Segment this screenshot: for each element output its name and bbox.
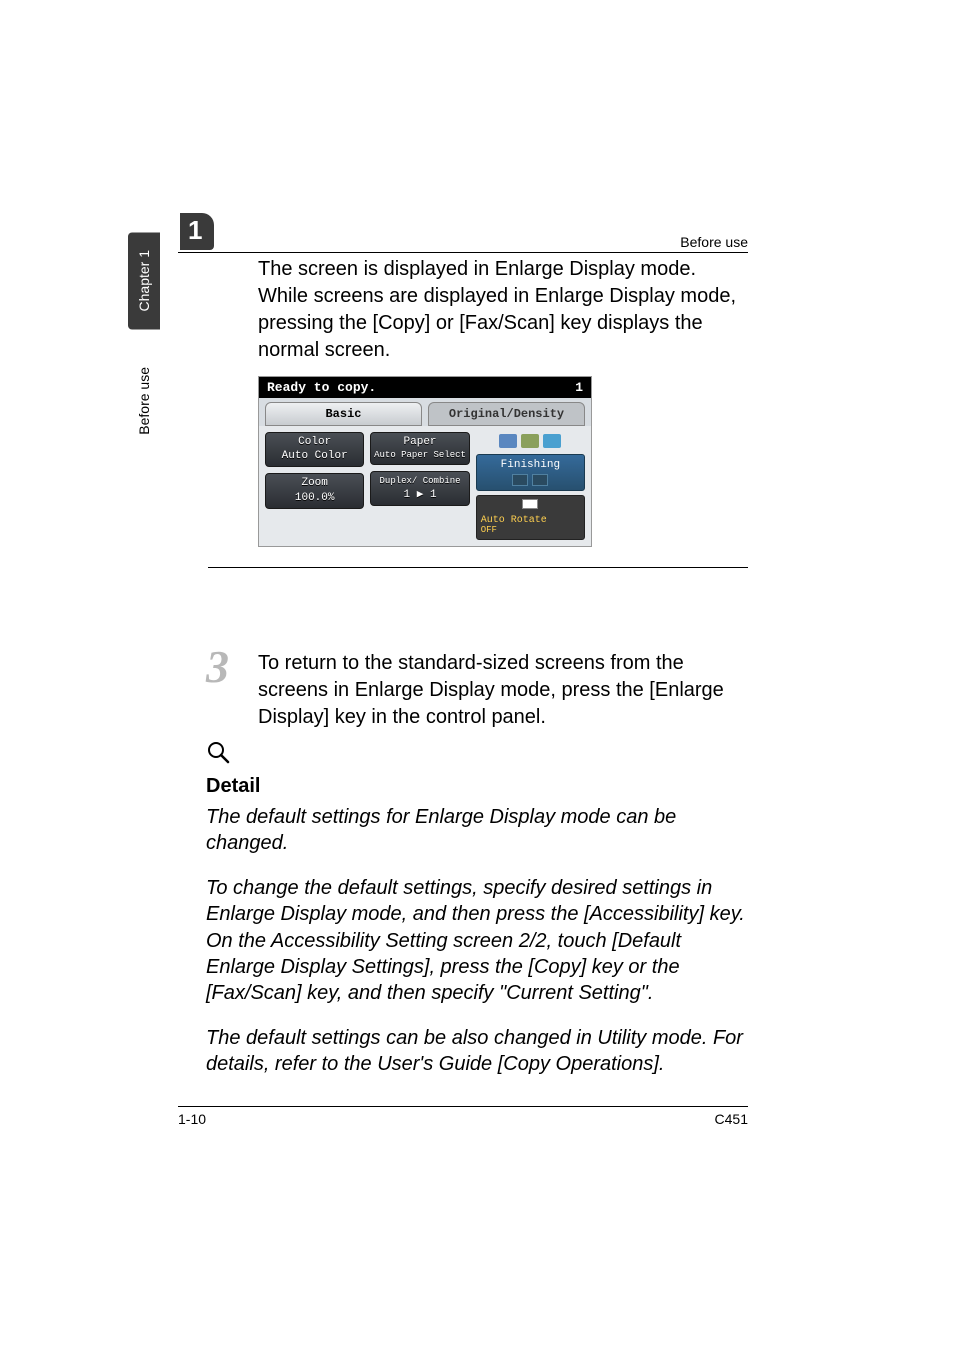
zoom-button[interactable]: Zoom 100.0%: [265, 473, 364, 508]
color-button[interactable]: Color Auto Color: [265, 432, 364, 467]
tab-original-density[interactable]: Original/Density: [428, 402, 585, 426]
preview-icon: [499, 434, 517, 448]
step-number: 3: [206, 640, 229, 693]
zoom-label: Zoom: [301, 477, 327, 489]
col-left: Color Auto Color Zoom 100.0%: [265, 432, 364, 540]
page-footer: 1-10 C451: [178, 1106, 748, 1127]
detail-para-2: To change the default settings, specify …: [206, 875, 748, 1007]
step-text: To return to the standard-sized screens …: [258, 634, 748, 731]
color-label: Color: [298, 436, 331, 448]
main-content: The screen is displayed in Enlarge Displ…: [258, 256, 748, 568]
device-screenshot: Ready to copy. 1 Basic Original/Density …: [258, 376, 592, 547]
preview-icon: [521, 434, 539, 448]
rotate-icon: [522, 499, 538, 509]
duplex-value: 1 ▶ 1: [373, 489, 466, 502]
preview-icons: [476, 432, 585, 450]
rotate-value: OFF: [481, 526, 580, 536]
paper-value: Auto Paper Select: [373, 450, 466, 461]
detail-block: Detail The default settings for Enlarge …: [206, 740, 748, 1096]
col-right: Finishing Auto Rotate OFF: [476, 432, 585, 540]
page-number: 1-10: [178, 1111, 206, 1127]
tab-basic[interactable]: Basic: [265, 402, 422, 426]
step-3: 3 To return to the standard-sized screen…: [206, 634, 748, 731]
finishing-icon: [532, 474, 548, 486]
status-count: 1: [575, 380, 583, 395]
finishing-button[interactable]: Finishing: [476, 454, 585, 491]
section-tab: Before use: [128, 349, 160, 453]
magnifier-icon: [206, 740, 748, 773]
col-mid: Paper Auto Paper Select Duplex/ Combine …: [370, 432, 469, 540]
detail-para-1: The default settings for Enlarge Display…: [206, 804, 748, 857]
screen-body: Color Auto Color Zoom 100.0% Paper Auto …: [259, 426, 591, 546]
preview-icon: [543, 434, 561, 448]
finishing-icons: [479, 474, 582, 486]
side-tabs: Chapter 1 Before use: [128, 232, 164, 453]
screen-tabs: Basic Original/Density: [259, 398, 591, 426]
duplex-button[interactable]: Duplex/ Combine 1 ▶ 1: [370, 471, 469, 506]
duplex-label: Duplex/ Combine: [380, 476, 461, 486]
color-value: Auto Color: [268, 450, 361, 463]
finishing-icon: [512, 474, 528, 486]
page-header: 1 Before use: [178, 213, 748, 253]
section-number-badge: 1: [180, 213, 214, 250]
paper-button[interactable]: Paper Auto Paper Select: [370, 432, 469, 465]
status-text: Ready to copy.: [267, 380, 376, 395]
status-bar: Ready to copy. 1: [259, 377, 591, 398]
zoom-value: 100.0%: [268, 492, 361, 505]
finishing-label: Finishing: [501, 459, 560, 471]
intro-paragraph: The screen is displayed in Enlarge Displ…: [258, 256, 748, 364]
model-number: C451: [715, 1111, 748, 1127]
detail-heading: Detail: [206, 775, 748, 798]
auto-rotate-button[interactable]: Auto Rotate OFF: [476, 495, 585, 540]
chapter-tab: Chapter 1: [128, 232, 160, 329]
running-head: Before use: [680, 234, 748, 250]
paper-label: Paper: [404, 436, 437, 448]
detail-para-3: The default settings can be also changed…: [206, 1025, 748, 1078]
divider: [208, 567, 748, 568]
